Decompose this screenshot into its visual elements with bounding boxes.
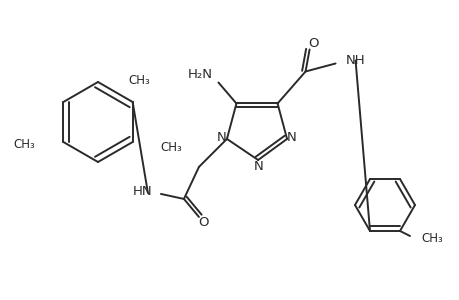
- Text: CH₃: CH₃: [14, 137, 35, 151]
- Text: O: O: [198, 216, 209, 230]
- Text: N: N: [217, 131, 226, 144]
- Text: N: N: [254, 160, 263, 173]
- Text: N: N: [286, 131, 297, 144]
- Text: NH: NH: [345, 54, 364, 67]
- Text: CH₃: CH₃: [160, 140, 182, 154]
- Text: H₂N: H₂N: [187, 68, 212, 81]
- Text: CH₃: CH₃: [420, 232, 442, 245]
- Text: HN: HN: [132, 185, 151, 198]
- Text: O: O: [308, 37, 318, 50]
- Text: CH₃: CH₃: [128, 74, 150, 86]
